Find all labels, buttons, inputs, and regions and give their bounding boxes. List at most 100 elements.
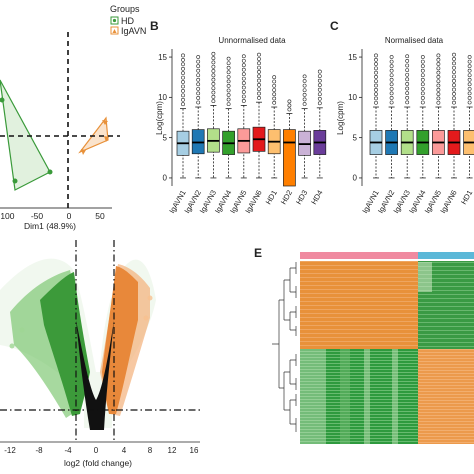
outlier-point bbox=[374, 92, 378, 97]
outlier-point bbox=[226, 70, 231, 75]
outlier-point bbox=[405, 72, 410, 77]
outlier-point bbox=[405, 54, 410, 59]
outlier-point bbox=[452, 74, 456, 79]
outlier-point bbox=[196, 55, 201, 59]
outlier-point bbox=[374, 75, 378, 79]
outlier-point bbox=[452, 87, 456, 92]
category-label: HD2 bbox=[279, 189, 294, 207]
heatmap-block-igavn-top[interactable] bbox=[300, 261, 418, 349]
outlier-point bbox=[374, 57, 378, 62]
outlier-point bbox=[317, 83, 322, 88]
hd-hull bbox=[0, 79, 51, 191]
heatmap-block-igavn-bottom[interactable] bbox=[300, 349, 418, 444]
y-tick-label: 5 bbox=[163, 133, 168, 142]
outlier-point bbox=[287, 99, 292, 104]
category-label: HD3 bbox=[294, 189, 309, 207]
outlier-point bbox=[436, 75, 441, 79]
outlier-point bbox=[374, 87, 378, 92]
outlier-point bbox=[467, 68, 472, 73]
outlier-point bbox=[196, 64, 201, 69]
y-tick-label: 5 bbox=[353, 133, 358, 142]
outlier-point bbox=[467, 82, 472, 87]
igavn-point bbox=[102, 120, 108, 125]
outlier-point bbox=[467, 77, 472, 82]
outlier-point bbox=[389, 91, 394, 96]
outlier-point bbox=[389, 100, 394, 105]
outlier-point bbox=[452, 100, 456, 105]
volcano-point bbox=[19, 327, 25, 333]
up-regulated-cloud bbox=[102, 266, 138, 414]
outlier-point bbox=[181, 53, 185, 58]
outlier-point bbox=[272, 88, 277, 92]
outlier-point bbox=[452, 61, 456, 66]
outlier-point bbox=[272, 75, 277, 80]
outlier-point bbox=[211, 90, 216, 95]
outlier-point bbox=[452, 83, 456, 88]
outlier-point bbox=[241, 81, 246, 85]
outlier-point bbox=[374, 66, 378, 71]
panel-letter-c: C bbox=[330, 19, 339, 33]
outlier-point bbox=[211, 94, 216, 99]
y-tick-label: 0 bbox=[353, 174, 358, 183]
legend-a: Groups HD IgAVN bbox=[110, 4, 146, 36]
tick-label: 12 bbox=[168, 446, 177, 455]
outlier-point bbox=[389, 59, 394, 64]
heatmap-block-hd-bottom[interactable] bbox=[418, 349, 474, 444]
panel-c: C Normalised data Log(cpm) 051015IgAVN1I… bbox=[330, 19, 474, 215]
outlier-point bbox=[241, 54, 246, 59]
outlier-point bbox=[317, 96, 322, 101]
outlier-point bbox=[181, 84, 185, 89]
outlier-point bbox=[241, 85, 246, 90]
outlier-point bbox=[389, 77, 394, 82]
outlier-point bbox=[389, 64, 394, 69]
outlier-point bbox=[374, 96, 378, 101]
outlier-point bbox=[302, 83, 307, 88]
outlier-point bbox=[420, 86, 425, 91]
y-tick-label: 15 bbox=[348, 53, 357, 62]
outlier-point bbox=[196, 91, 201, 96]
y-tick-label: 0 bbox=[163, 174, 168, 183]
outlier-point bbox=[181, 57, 185, 62]
outlier-point bbox=[241, 72, 246, 77]
axis-label-x-a: Dim1 (48.9%) bbox=[24, 221, 76, 231]
tick-label: -100 bbox=[0, 211, 15, 221]
panel-b: B Unnormalised data Log(cpm) 051015IgAVN… bbox=[150, 19, 327, 215]
outlier-point bbox=[226, 74, 231, 79]
outlier-point bbox=[241, 90, 246, 94]
outlier-point bbox=[257, 74, 261, 79]
row-dendrogram bbox=[272, 262, 297, 432]
outlier-point bbox=[317, 78, 322, 83]
outlier-point bbox=[272, 100, 277, 105]
outlier-point bbox=[374, 100, 378, 105]
outlier-point bbox=[389, 82, 394, 87]
group-bar-igavn bbox=[300, 252, 418, 259]
outlier-point bbox=[436, 87, 441, 92]
outlier-point bbox=[226, 61, 231, 66]
chart-title-c: Normalised data bbox=[385, 36, 444, 45]
outlier-point bbox=[211, 69, 216, 73]
outlier-point bbox=[211, 64, 216, 69]
heatmap-light-patch bbox=[300, 349, 326, 444]
outlier-point bbox=[257, 70, 261, 74]
outlier-point bbox=[420, 59, 425, 64]
outlier-point bbox=[467, 91, 472, 96]
outlier-point bbox=[374, 62, 378, 66]
heatmap-light-patch bbox=[392, 349, 398, 444]
tick-label: 4 bbox=[122, 446, 127, 455]
y-axis-label-c: Log(cpm) bbox=[336, 101, 345, 135]
outlier-point bbox=[405, 100, 410, 105]
chart-title-b: Unnormalised data bbox=[218, 36, 286, 45]
outlier-point bbox=[389, 55, 394, 59]
outlier-point bbox=[272, 92, 277, 97]
outlier-point bbox=[436, 100, 441, 105]
outlier-point bbox=[211, 73, 216, 78]
outlier-point bbox=[436, 96, 441, 101]
outlier-point bbox=[436, 83, 441, 88]
outlier-point bbox=[196, 86, 201, 91]
outlier-point bbox=[317, 74, 322, 78]
outlier-point bbox=[317, 87, 322, 92]
outlier-point bbox=[211, 99, 216, 104]
x-ticks-a: -100 -50 0 50 bbox=[0, 211, 105, 221]
outlier-point bbox=[452, 70, 456, 75]
tick-label: 0 bbox=[67, 211, 72, 221]
